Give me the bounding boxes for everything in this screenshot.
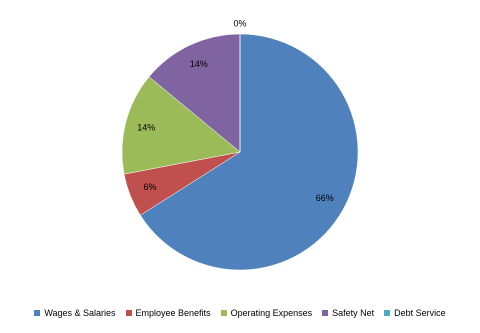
legend-item: Operating Expenses	[220, 308, 313, 318]
legend-item: Employee Benefits	[125, 308, 211, 318]
legend-label: Safety Net	[332, 308, 375, 318]
legend-label: Debt Service	[394, 308, 446, 318]
data-label: 14%	[137, 122, 155, 132]
pie-slice	[148, 33, 241, 153]
legend-swatch	[125, 310, 132, 316]
data-label: 6%	[144, 182, 157, 192]
chart: 66% 6% 14% 14% 0%	[121, 18, 359, 271]
data-label: 0%	[233, 18, 246, 28]
pie-slice	[121, 76, 241, 175]
pie-slice	[140, 33, 359, 271]
legend-swatch	[384, 310, 391, 316]
data-label: 14%	[190, 59, 208, 69]
legend-swatch	[34, 310, 41, 316]
legend-label: Wages & Salaries	[44, 308, 116, 318]
legend-item: Safety Net	[322, 308, 374, 318]
legend-item: Debt Service	[384, 308, 446, 318]
legend-label: Employee Benefits	[135, 308, 211, 318]
legend-swatch	[220, 310, 227, 316]
legend: Wages & Salaries Employee Benefits Operati…	[0, 308, 480, 318]
legend-label: Operating Expenses	[230, 308, 313, 318]
legend-swatch	[322, 310, 329, 316]
legend-item: Wages & Salaries	[34, 308, 116, 318]
data-label: 66%	[316, 193, 334, 203]
